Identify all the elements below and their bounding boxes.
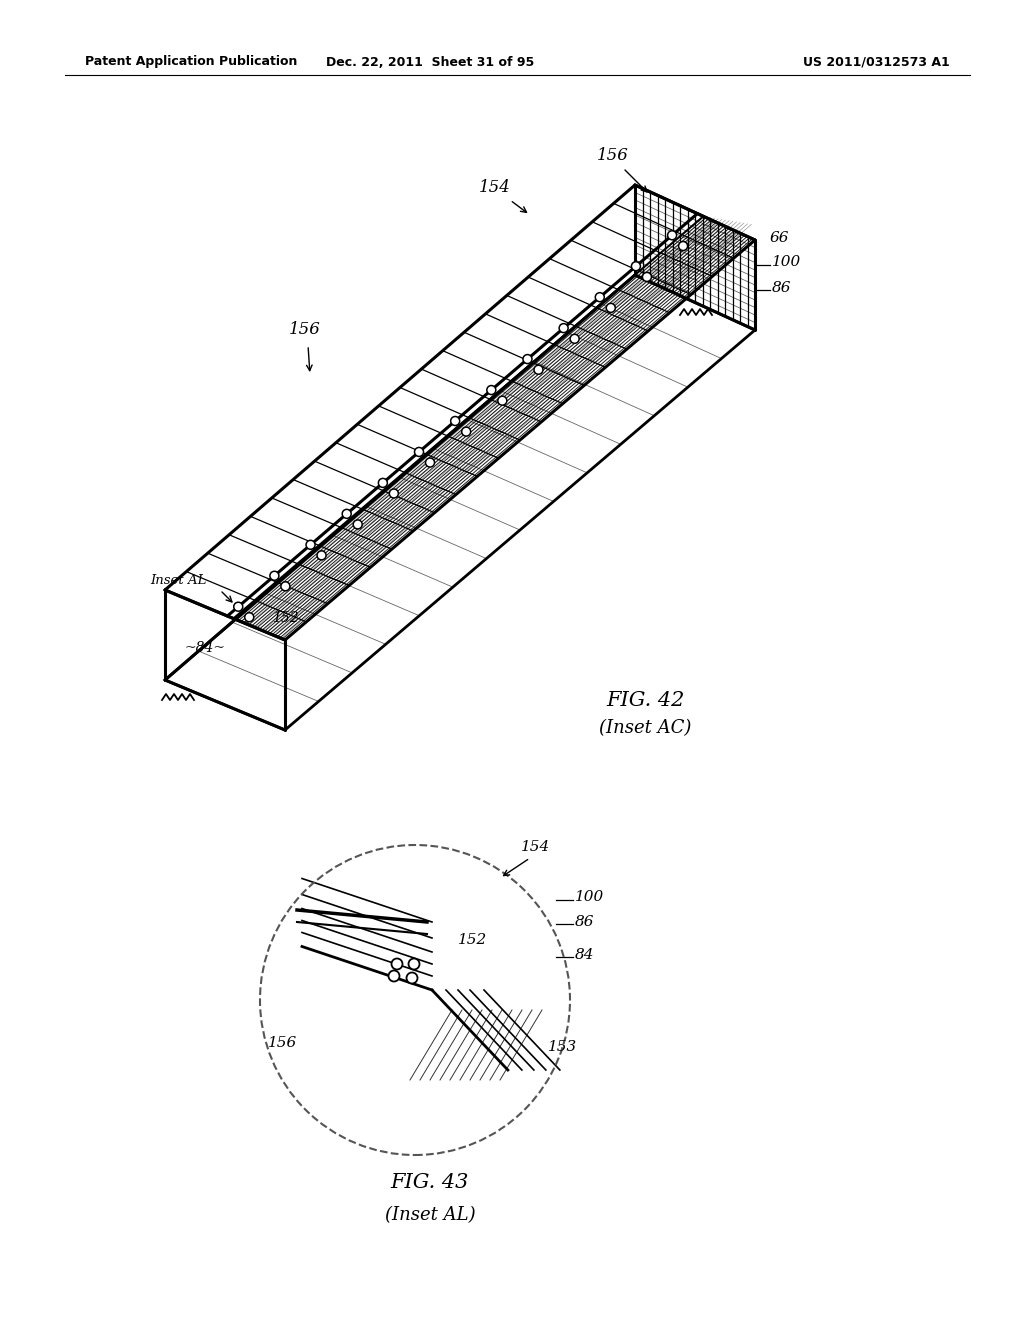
Polygon shape: [635, 990, 755, 1135]
Text: ~84~: ~84~: [185, 642, 226, 655]
Text: 156: 156: [597, 147, 629, 164]
Circle shape: [270, 572, 279, 581]
Circle shape: [642, 272, 651, 281]
Text: FIG. 43: FIG. 43: [391, 1173, 469, 1192]
Text: 84: 84: [575, 948, 595, 962]
Circle shape: [426, 458, 434, 467]
Polygon shape: [165, 590, 755, 1045]
Text: (Inset AC): (Inset AC): [599, 719, 691, 737]
Text: 156: 156: [268, 1036, 298, 1049]
Text: 152: 152: [272, 611, 299, 624]
Circle shape: [559, 323, 568, 333]
Text: 154: 154: [521, 840, 551, 854]
Circle shape: [353, 520, 362, 529]
Text: US 2011/0312573 A1: US 2011/0312573 A1: [803, 55, 950, 69]
Text: 86: 86: [772, 281, 792, 294]
Circle shape: [462, 428, 471, 436]
Circle shape: [306, 540, 315, 549]
Polygon shape: [165, 680, 755, 1135]
Circle shape: [606, 304, 615, 313]
Circle shape: [407, 973, 418, 983]
Text: 152: 152: [458, 933, 487, 946]
Circle shape: [632, 261, 640, 271]
Circle shape: [233, 602, 243, 611]
Text: Inset AL: Inset AL: [150, 573, 207, 586]
Circle shape: [342, 510, 351, 519]
Circle shape: [498, 396, 507, 405]
Circle shape: [409, 958, 420, 969]
Circle shape: [595, 293, 604, 302]
Circle shape: [534, 366, 543, 375]
Text: 100: 100: [575, 890, 604, 904]
Circle shape: [378, 478, 387, 487]
Circle shape: [281, 582, 290, 591]
Text: 156: 156: [289, 322, 321, 338]
Circle shape: [570, 334, 580, 343]
Circle shape: [668, 231, 677, 240]
Circle shape: [389, 488, 398, 498]
Text: 154: 154: [479, 180, 511, 197]
Text: FIG. 42: FIG. 42: [606, 690, 684, 710]
Circle shape: [415, 447, 424, 457]
Text: 86: 86: [575, 915, 595, 929]
Circle shape: [523, 355, 532, 363]
Circle shape: [388, 970, 399, 982]
Circle shape: [245, 612, 254, 622]
Polygon shape: [165, 590, 285, 730]
Text: Dec. 22, 2011  Sheet 31 of 95: Dec. 22, 2011 Sheet 31 of 95: [326, 55, 535, 69]
Text: 66: 66: [770, 231, 790, 246]
Circle shape: [486, 385, 496, 395]
Circle shape: [317, 550, 326, 560]
Circle shape: [679, 242, 687, 251]
Circle shape: [451, 417, 460, 425]
Text: (Inset AL): (Inset AL): [385, 1206, 475, 1224]
Text: 153: 153: [548, 1040, 578, 1053]
Circle shape: [391, 958, 402, 969]
Text: 100: 100: [772, 255, 801, 269]
Text: Patent Application Publication: Patent Application Publication: [85, 55, 297, 69]
